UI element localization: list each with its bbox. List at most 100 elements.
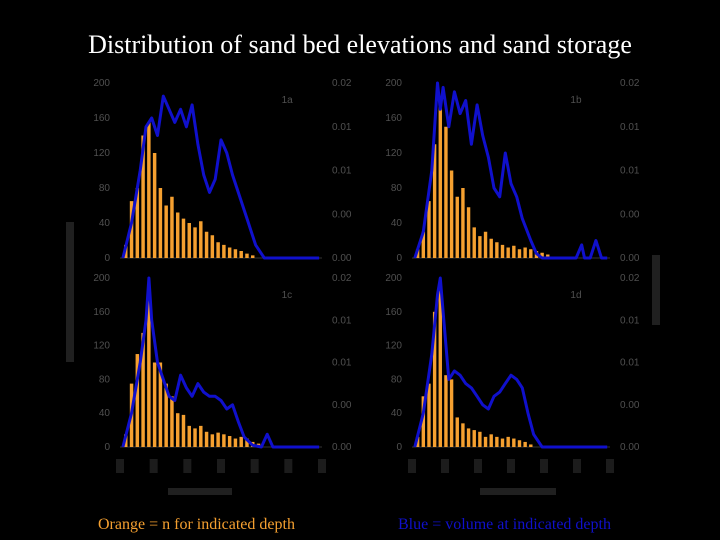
bar — [506, 247, 510, 258]
bar — [438, 290, 442, 447]
volume-line — [413, 81, 608, 260]
bar — [210, 235, 215, 258]
bar — [227, 436, 232, 447]
left-tick-label: 120 — [93, 341, 110, 352]
bar — [152, 362, 157, 447]
bar — [175, 212, 180, 258]
chart-panel-1d: 0 40 80 120 160 200 0.00 0.00 0.01 0.01 0.02 1d — [385, 273, 640, 473]
left-tick-label: 40 — [99, 218, 111, 229]
bar — [449, 170, 454, 258]
left-tick-label: 120 — [385, 148, 402, 159]
left-tick-label: 0 — [396, 442, 402, 453]
bar — [135, 188, 140, 258]
bar — [204, 231, 209, 258]
x-tick-mark — [474, 459, 482, 473]
bar — [461, 188, 465, 258]
bar — [438, 104, 442, 258]
left-tick-label: 160 — [93, 307, 110, 318]
x-tick-mark — [507, 459, 515, 473]
bar — [444, 375, 448, 447]
bar — [170, 396, 174, 447]
bar — [199, 221, 203, 258]
bar — [512, 245, 516, 258]
bar — [216, 242, 220, 258]
left-tick-label: 80 — [99, 374, 111, 385]
bar — [517, 440, 522, 447]
bar — [147, 122, 151, 258]
left-tick-label: 80 — [99, 183, 111, 194]
bar — [523, 441, 527, 447]
x-axis-title-right — [480, 488, 556, 495]
right-tick-label: 0.02 — [620, 273, 640, 284]
bar — [506, 436, 510, 447]
right-tick-label: 0.01 — [620, 166, 640, 177]
bar — [222, 434, 226, 447]
bar — [210, 434, 215, 447]
right-tick-label: 0.00 — [332, 209, 352, 220]
bar — [478, 431, 482, 447]
bar — [444, 126, 448, 258]
bar — [187, 425, 191, 447]
bar — [466, 428, 471, 447]
right-tick-label: 0.00 — [332, 400, 352, 411]
bar — [233, 249, 238, 258]
x-tick-mark — [573, 459, 581, 473]
bar — [466, 207, 471, 258]
x-tick-mark — [217, 459, 225, 473]
right-tick-label: 0.00 — [620, 442, 640, 453]
bar — [512, 438, 516, 447]
bar — [495, 242, 499, 258]
left-axis-title — [66, 222, 74, 362]
left-tick-label: 40 — [391, 408, 403, 419]
bar — [170, 196, 174, 258]
right-tick-label: 0.01 — [620, 358, 640, 369]
right-tick-label: 0.01 — [332, 315, 352, 326]
left-tick-label: 160 — [385, 113, 402, 124]
bar — [216, 432, 220, 447]
bar — [483, 436, 488, 447]
chart-panel-1a: 0 40 80 120 160 200 0.00 0.00 0.01 0.01 0.02 1a — [93, 78, 352, 264]
bar — [478, 236, 482, 258]
bar — [540, 252, 544, 258]
bar — [204, 431, 209, 447]
right-tick-label: 0.01 — [620, 122, 640, 133]
x-tick-mark — [408, 459, 416, 473]
bar — [141, 332, 145, 447]
bar — [181, 218, 186, 258]
bar — [421, 231, 426, 258]
panel-label: 1c — [282, 290, 293, 301]
legend-blue: Blue = volume at indicated depth — [398, 516, 611, 533]
panel-label: 1b — [570, 95, 582, 106]
bar — [472, 227, 476, 258]
bar — [193, 227, 197, 258]
bar — [193, 428, 197, 447]
bar — [164, 205, 168, 258]
bar — [449, 379, 454, 447]
bar — [152, 153, 157, 258]
right-tick-label: 0.01 — [332, 166, 352, 177]
right-tick-label: 0.00 — [620, 400, 640, 411]
left-tick-label: 200 — [93, 273, 110, 284]
bar — [415, 436, 420, 447]
left-tick-label: 120 — [93, 148, 110, 159]
bar — [181, 414, 186, 447]
chart-panel-1c: 0 40 80 120 160 200 0.00 0.00 0.01 0.01 0.02 1c — [93, 273, 352, 473]
right-tick-label: 0.01 — [332, 122, 352, 133]
left-tick-label: 120 — [385, 341, 402, 352]
left-tick-label: 0 — [104, 442, 110, 453]
bar — [227, 247, 232, 258]
bar — [500, 244, 505, 258]
bar — [421, 396, 426, 447]
bar — [233, 438, 238, 447]
bar — [199, 425, 203, 447]
x-tick-mark — [540, 459, 548, 473]
bar — [455, 196, 459, 258]
left-tick-label: 200 — [385, 273, 402, 284]
bar — [427, 201, 431, 258]
left-tick-label: 40 — [391, 218, 403, 229]
bar — [245, 438, 249, 447]
left-tick-label: 40 — [99, 408, 111, 419]
bar — [141, 135, 145, 258]
bar — [239, 436, 243, 447]
left-tick-label: 0 — [396, 253, 402, 264]
